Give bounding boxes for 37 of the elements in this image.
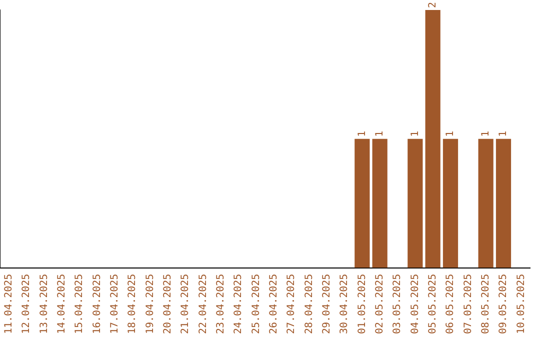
x-tick-label: 24.04.2025 (233, 274, 244, 334)
x-tick-label: 11.04.2025 (3, 274, 14, 334)
data-label: 2 (427, 2, 438, 8)
x-tick-label: 27.04.2025 (286, 274, 298, 334)
x-tick-label: 17.04.2025 (109, 274, 120, 334)
data-label: 1 (480, 130, 492, 137)
x-tick-label: 12.04.2025 (21, 274, 32, 334)
x-tick-label: 22.04.2025 (198, 274, 209, 334)
x-tick-label: 25.04.2025 (250, 274, 262, 334)
x-tick-label: 06.05.2025 (445, 274, 456, 334)
x-tick-label: 14.04.2025 (56, 274, 68, 334)
x-tick-label: 15.04.2025 (74, 274, 86, 334)
x-tick-label: 29.04.2025 (321, 274, 332, 334)
data-label: 1 (356, 130, 368, 137)
x-tick-label: 26.04.2025 (268, 274, 280, 334)
x-tick-label: 19.04.2025 (144, 274, 156, 334)
x-tick-label: 13.04.2025 (38, 274, 50, 334)
x-tick-label: 02.05.2025 (374, 274, 386, 334)
data-label: 1 (498, 130, 510, 137)
x-tick-label: 04.05.2025 (410, 274, 421, 334)
x-tick-label: 08.05.2025 (480, 274, 492, 334)
x-tick-label: 21.04.2025 (180, 274, 192, 334)
x-tick-label: 01.05.2025 (356, 274, 368, 334)
x-tick-label: 05.05.2025 (427, 274, 438, 334)
data-label: 1 (445, 130, 456, 137)
x-tick-label: 16.04.2025 (92, 274, 103, 334)
x-tick-label: 07.05.2025 (462, 274, 474, 334)
data-label: 1 (410, 130, 421, 137)
x-tick-label: 18.04.2025 (127, 274, 138, 334)
x-tick-label: 03.05.2025 (392, 274, 404, 334)
x-tick-label: 23.04.2025 (215, 274, 226, 334)
x-tick-label: 28.04.2025 (304, 274, 315, 334)
x-tick-label: 30.04.2025 (339, 274, 350, 334)
x-tick-label: 10.05.2025 (516, 274, 527, 334)
data-label: 1 (374, 130, 386, 137)
x-tick-label: 20.04.2025 (162, 274, 174, 334)
x-tick-label: 09.05.2025 (498, 274, 510, 334)
